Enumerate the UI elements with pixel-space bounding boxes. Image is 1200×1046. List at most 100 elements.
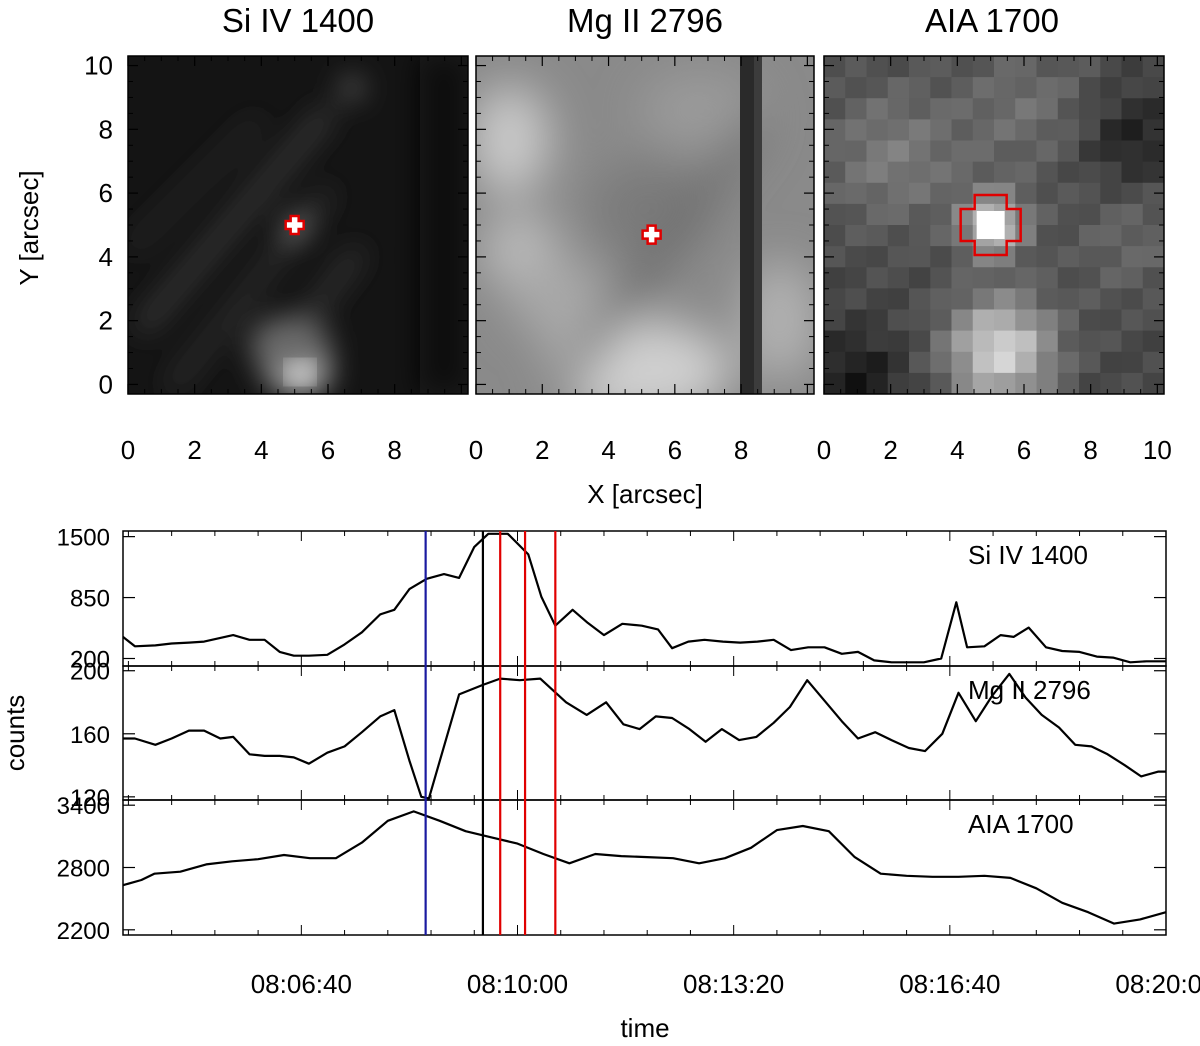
series-panel: 120 160 200 Mg II 2796 xyxy=(70,659,1167,812)
y-tick-label: 4 xyxy=(99,242,113,272)
aia-pixel xyxy=(845,267,868,289)
aia-pixel xyxy=(887,372,910,394)
aia-pixel xyxy=(1121,267,1144,289)
y-tick-label: 200 xyxy=(70,647,110,674)
aia-pixel xyxy=(887,267,910,289)
aia-pixel xyxy=(1057,246,1080,268)
aia-pixel xyxy=(1100,203,1123,226)
aia-pixel xyxy=(1079,119,1101,142)
aia-pixel xyxy=(866,288,889,311)
x-tick-label: 4 xyxy=(254,435,268,465)
aia-pixel xyxy=(1079,372,1101,394)
aia-pixel xyxy=(1121,351,1144,374)
aia-pixel xyxy=(930,77,953,99)
aia-pixel xyxy=(1142,203,1164,226)
aia-pixel xyxy=(1057,351,1080,374)
aia-pixel xyxy=(1015,267,1038,289)
y-tick-label: 3400 xyxy=(57,793,110,820)
aia-pixel xyxy=(972,98,995,120)
aia-pixel xyxy=(1142,246,1164,268)
aia-pixel xyxy=(930,203,953,226)
aia-pixel xyxy=(1036,225,1059,247)
aia-pixel xyxy=(1036,119,1059,142)
counts-axis-label: counts xyxy=(0,695,30,772)
aia-pixel xyxy=(887,203,910,226)
aia-pixel xyxy=(1079,77,1101,99)
x-tick-label: 0 xyxy=(121,435,135,465)
aia-pixel xyxy=(909,351,931,374)
aia-pixel xyxy=(1142,288,1164,311)
y-tick-label: 850 xyxy=(70,586,110,613)
aia-pixel xyxy=(1079,309,1101,332)
y-tick-label: 160 xyxy=(70,722,110,749)
aia-pixel xyxy=(1100,140,1123,163)
aia-pixel xyxy=(994,56,1016,78)
aia-pixel xyxy=(824,56,846,78)
aia-pixel xyxy=(887,309,910,332)
aia-pixel xyxy=(887,98,910,120)
x-tick-label: 2 xyxy=(535,435,549,465)
aia-pixel xyxy=(1015,203,1038,226)
aia-pixel xyxy=(866,56,889,78)
aia-pixel xyxy=(1057,309,1080,332)
aia-pixel xyxy=(994,267,1016,289)
aia-pixel xyxy=(845,309,868,332)
aia-pixel xyxy=(1142,309,1164,332)
aia-pixel xyxy=(1015,140,1038,163)
aia-pixel xyxy=(824,288,846,311)
aia-pixel xyxy=(866,372,889,394)
aia-pixel xyxy=(1100,330,1123,353)
aia-pixel xyxy=(1036,77,1059,99)
aia-pixel xyxy=(1142,119,1164,142)
aia-pixel xyxy=(1057,119,1080,142)
aia-pixel xyxy=(972,288,995,311)
aia-pixel xyxy=(1100,182,1123,205)
aia-pixel xyxy=(1057,330,1080,353)
aia-pixel xyxy=(1015,161,1038,184)
panel-title-aia: AIA 1700 xyxy=(925,2,1059,39)
aia-pixel xyxy=(845,351,868,374)
aia-pixel xyxy=(824,203,846,226)
aia-pixel xyxy=(824,372,846,394)
y-tick-label: 2200 xyxy=(57,918,110,945)
aia-pixel xyxy=(1015,246,1038,268)
x-tick-label: 10 xyxy=(1143,435,1172,465)
aia-pixel xyxy=(866,351,889,374)
series-line xyxy=(122,810,1167,925)
aia-pixel xyxy=(972,140,995,163)
x-tick-label: 4 xyxy=(950,435,964,465)
aia-pixel xyxy=(824,309,846,332)
x-tick-label: 4 xyxy=(601,435,615,465)
aia-pixel xyxy=(909,330,931,353)
aia-pixel xyxy=(1142,56,1164,78)
x-tick-label: 8 xyxy=(1083,435,1097,465)
aia-pixel xyxy=(1057,225,1080,247)
x-tick-label: 0 xyxy=(469,435,483,465)
aia-pixel xyxy=(1100,372,1123,394)
series-line xyxy=(123,672,1166,800)
aia-pixel xyxy=(1121,77,1144,99)
y-tick-label: 6 xyxy=(99,178,113,208)
panel-title-si-iv: Si IV 1400 xyxy=(222,2,374,39)
aia-pixel xyxy=(909,372,931,394)
aia-pixel xyxy=(930,161,953,184)
time-tick-label: 08:06:40 xyxy=(251,969,352,999)
aia-pixel xyxy=(1100,56,1123,78)
aia-pixel xyxy=(824,267,846,289)
aia-pixel xyxy=(1121,98,1144,120)
aia-pixel xyxy=(824,246,846,268)
aia-pixel xyxy=(994,372,1016,394)
aia-pixel xyxy=(845,330,868,353)
aia-pixel xyxy=(1057,98,1080,120)
aia-pixel xyxy=(1121,225,1144,247)
aia-pixel xyxy=(951,182,974,205)
aia-pixel xyxy=(887,246,910,268)
aia-pixel xyxy=(1015,77,1038,99)
x-tick-label: 2 xyxy=(883,435,897,465)
aia-pixel xyxy=(930,288,953,311)
series-panel: 2200 2800 3400 AIA 1700 xyxy=(57,793,1167,945)
aia-pixel xyxy=(824,98,846,120)
aia-pixel xyxy=(866,182,889,205)
aia-pixel xyxy=(994,140,1016,163)
aia-pixel xyxy=(1121,140,1144,163)
